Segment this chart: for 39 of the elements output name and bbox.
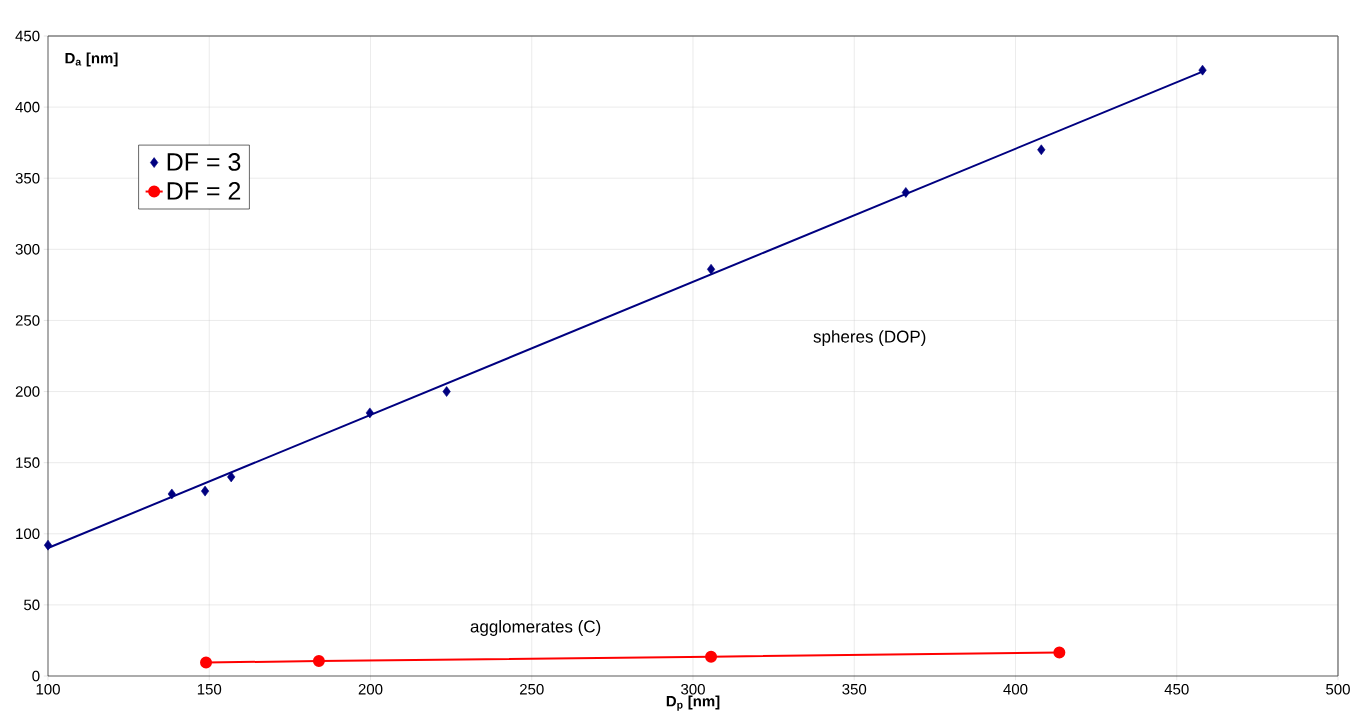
point	[312, 655, 325, 668]
y-tick-label: 200	[15, 386, 40, 397]
point	[365, 407, 374, 419]
x-tick-label: 500	[1326, 683, 1350, 695]
y-tick-label: 100	[16, 528, 40, 540]
y-tick-label: 0	[32, 670, 40, 682]
point	[705, 650, 718, 663]
legend-label: DF = 3	[167, 153, 241, 171]
annotation: agglomerates (C)	[470, 620, 601, 636]
y-tick-label: 450	[15, 30, 40, 42]
x-tick-label: 100	[36, 683, 60, 695]
point	[201, 485, 210, 497]
x-tick-label: 400	[1003, 683, 1028, 695]
point	[167, 488, 176, 500]
y-tick-label: 300	[15, 244, 40, 255]
point	[227, 471, 236, 483]
y-tick-label: 150	[16, 457, 40, 468]
point	[1053, 646, 1066, 659]
x-tick-label: 450	[1164, 683, 1189, 695]
y-tick-label: 50	[24, 599, 40, 611]
annotation: spheres (DOP)	[813, 330, 926, 347]
legend-label: DF = 2	[167, 182, 241, 200]
point	[1037, 144, 1046, 156]
x-tick-label: 300	[681, 683, 705, 695]
point	[707, 263, 716, 275]
x-tick-label: 350	[842, 683, 867, 695]
x-tick-label: 150	[197, 683, 222, 695]
point	[901, 187, 910, 198]
point	[43, 539, 53, 551]
y-tick-label: 350	[15, 172, 40, 184]
y-axis-title: D$_{a}$ [nm]	[65, 52, 118, 67]
y-tick-label: 250	[15, 315, 40, 326]
x-tick-label: 250	[519, 683, 544, 695]
y-tick-label: 400	[15, 101, 40, 113]
point	[442, 386, 451, 397]
x-tick-label: 200	[358, 683, 383, 695]
point	[1198, 64, 1207, 76]
x-axis-title: D$_{p}$ [nm]	[666, 695, 720, 711]
point	[200, 656, 213, 669]
